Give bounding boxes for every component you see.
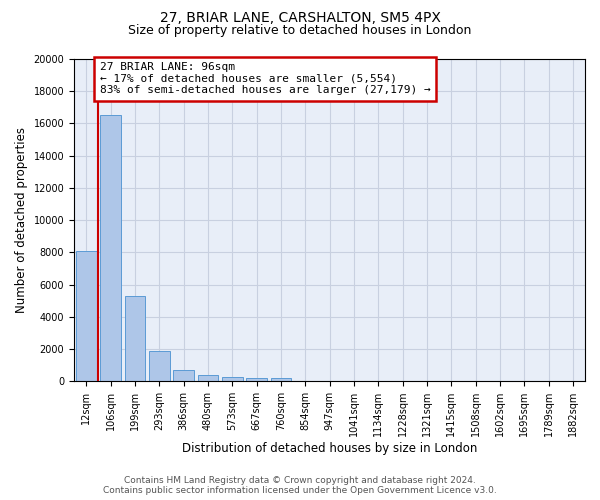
Bar bbox=[197, 375, 218, 381]
Y-axis label: Number of detached properties: Number of detached properties bbox=[15, 127, 28, 313]
Bar bbox=[246, 378, 267, 381]
Bar bbox=[222, 376, 242, 381]
Bar bbox=[149, 352, 170, 381]
Bar bbox=[76, 250, 97, 381]
Bar bbox=[100, 116, 121, 381]
Text: 27 BRIAR LANE: 96sqm
← 17% of detached houses are smaller (5,554)
83% of semi-de: 27 BRIAR LANE: 96sqm ← 17% of detached h… bbox=[100, 62, 430, 96]
Bar bbox=[173, 370, 194, 381]
X-axis label: Distribution of detached houses by size in London: Distribution of detached houses by size … bbox=[182, 442, 477, 455]
Text: Contains HM Land Registry data © Crown copyright and database right 2024.
Contai: Contains HM Land Registry data © Crown c… bbox=[103, 476, 497, 495]
Bar bbox=[125, 296, 145, 381]
Text: Size of property relative to detached houses in London: Size of property relative to detached ho… bbox=[128, 24, 472, 37]
Bar bbox=[271, 378, 291, 381]
Text: 27, BRIAR LANE, CARSHALTON, SM5 4PX: 27, BRIAR LANE, CARSHALTON, SM5 4PX bbox=[160, 11, 440, 25]
